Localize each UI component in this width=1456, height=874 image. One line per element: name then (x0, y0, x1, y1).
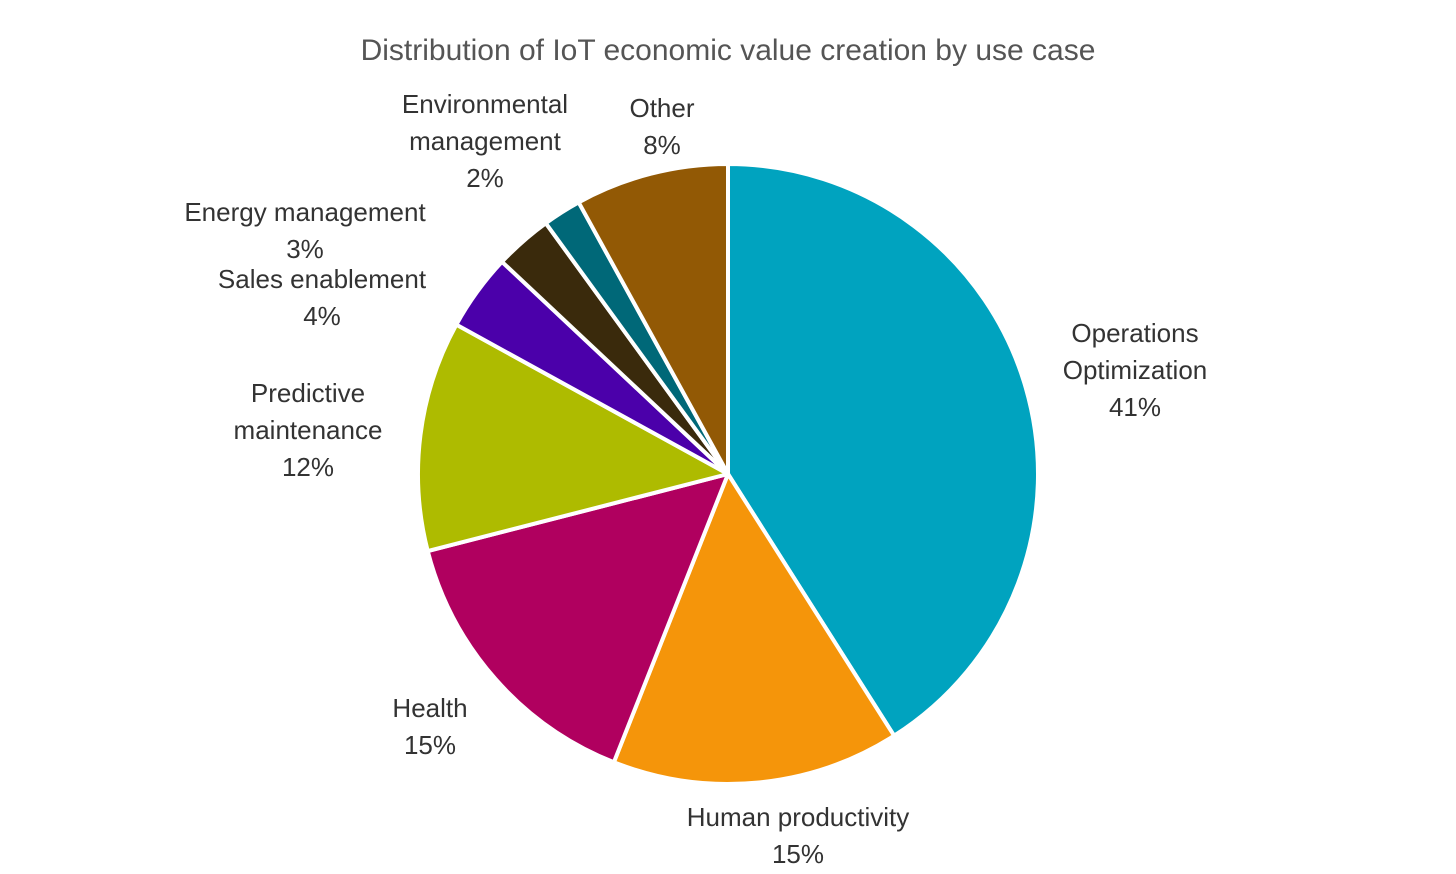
pie-slice-predictive-maintenance (416, 322, 730, 554)
slice-percent-label: 2% (466, 163, 504, 193)
slice-name-label: Other (629, 93, 694, 123)
slice-percent-label: 15% (772, 839, 824, 869)
pie-slices (416, 162, 1040, 786)
slice-name-label: Health (392, 693, 467, 723)
slice-percent-label: 15% (404, 730, 456, 760)
slice-label-health: Health 15% (392, 693, 467, 760)
slice-name-label: Environmental (402, 89, 568, 119)
pie-slice-human-productivity (611, 472, 897, 786)
slice-name-label: Optimization (1063, 355, 1208, 385)
slice-label-environmental-management: Environmental management 2% (402, 89, 568, 193)
slice-label-other: Other 8% (629, 93, 694, 160)
slice-percent-label: 3% (286, 234, 324, 264)
slice-name-label: Human productivity (687, 802, 910, 832)
slice-label-sales-enablement: Sales enablement 4% (218, 264, 427, 331)
slice-name-label: Energy management (184, 197, 426, 227)
slice-percent-label: 41% (1109, 392, 1161, 422)
slice-name-label: maintenance (234, 415, 383, 445)
slice-percent-label: 12% (282, 452, 334, 482)
slice-label-operations-optimization: Operations Optimization 41% (1063, 318, 1208, 422)
slice-name-label: management (409, 126, 562, 156)
pie-slice-health (425, 472, 730, 765)
slice-label-energy-management: Energy management 3% (184, 197, 426, 264)
slice-name-label: Sales enablement (218, 264, 427, 294)
chart-title: Distribution of IoT economic value creat… (361, 34, 1096, 67)
slice-labels: Operations Optimization 41% Human productiv… (184, 89, 1207, 869)
slice-percent-label: 4% (303, 301, 341, 331)
pie-slice-other (576, 162, 730, 476)
slice-name-label: Predictive (251, 378, 365, 408)
slice-label-predictive-maintenance: Predictive maintenance 12% (234, 378, 383, 482)
slice-label-human-productivity: Human productivity 15% (687, 802, 910, 869)
slice-name-label: Operations (1071, 318, 1198, 348)
slice-percent-label: 8% (643, 130, 681, 160)
